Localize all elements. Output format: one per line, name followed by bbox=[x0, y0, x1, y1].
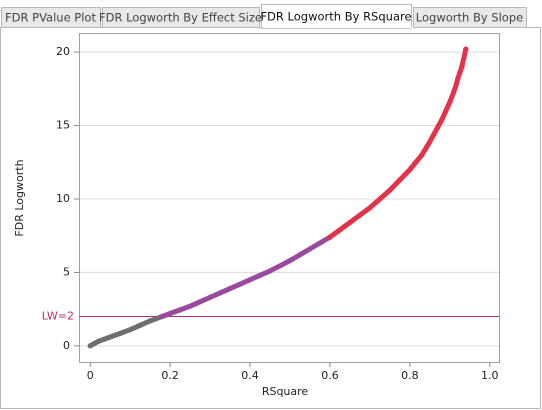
reference-label: LW=2 bbox=[42, 309, 74, 322]
tab-label: FDR Logworth By Effect Size bbox=[99, 11, 262, 25]
point bbox=[247, 277, 253, 283]
x-tick-label: 0.4 bbox=[241, 369, 259, 382]
point bbox=[101, 336, 107, 342]
point bbox=[463, 46, 469, 52]
point bbox=[423, 145, 429, 151]
point bbox=[453, 83, 459, 89]
point bbox=[277, 263, 283, 269]
tab[interactable]: FDR Logworth By Effect Size bbox=[99, 7, 262, 28]
y-tick-label: 20 bbox=[56, 45, 70, 58]
point bbox=[177, 307, 183, 313]
point bbox=[367, 205, 373, 211]
point bbox=[237, 281, 243, 287]
point bbox=[153, 316, 159, 322]
point bbox=[137, 322, 143, 328]
x-tick-label: 0 bbox=[87, 369, 94, 382]
point bbox=[387, 187, 393, 193]
y-tick-label: 5 bbox=[63, 265, 70, 278]
y-tick-label: 15 bbox=[56, 119, 70, 132]
tab[interactable]: Logworth By Slope bbox=[413, 7, 527, 28]
point bbox=[439, 117, 445, 123]
point bbox=[413, 159, 419, 165]
point bbox=[377, 196, 383, 202]
plot-frame bbox=[79, 33, 500, 363]
point bbox=[287, 258, 293, 264]
point bbox=[443, 108, 449, 114]
point bbox=[457, 70, 463, 76]
point bbox=[95, 338, 101, 345]
point bbox=[317, 240, 323, 246]
point bbox=[307, 246, 313, 252]
tab-background bbox=[261, 4, 412, 29]
point bbox=[107, 334, 113, 340]
point bbox=[207, 294, 213, 300]
point bbox=[147, 318, 153, 324]
x-tick-label: 0.2 bbox=[161, 369, 179, 382]
point bbox=[455, 75, 461, 82]
point bbox=[427, 139, 433, 145]
y-axis-label: FDR Logworth bbox=[13, 159, 26, 236]
point bbox=[91, 341, 97, 347]
point bbox=[227, 285, 233, 292]
point bbox=[187, 303, 193, 309]
tab[interactable]: FDR PValue Plot bbox=[1, 7, 101, 28]
point bbox=[347, 219, 353, 226]
point bbox=[451, 89, 457, 95]
point bbox=[419, 152, 425, 158]
y-tick-label: 0 bbox=[63, 339, 70, 352]
point bbox=[127, 327, 133, 333]
point bbox=[435, 124, 441, 130]
point bbox=[459, 64, 465, 70]
point bbox=[257, 272, 263, 278]
tab-background bbox=[1, 7, 101, 28]
tab-background bbox=[102, 7, 260, 28]
point bbox=[337, 227, 343, 233]
point bbox=[397, 177, 403, 183]
x-axis-label: RSquare bbox=[262, 385, 309, 398]
x-tick-label: 0.6 bbox=[321, 369, 339, 382]
point bbox=[447, 99, 453, 105]
point bbox=[297, 252, 303, 258]
point bbox=[407, 166, 413, 173]
tab-label: FDR PValue Plot bbox=[5, 11, 96, 25]
point bbox=[197, 299, 203, 305]
point bbox=[217, 290, 223, 296]
tab-background bbox=[413, 7, 527, 28]
tab[interactable]: FDR Logworth By RSquare bbox=[260, 4, 412, 29]
point bbox=[357, 212, 363, 218]
x-tick-label: 0.8 bbox=[401, 369, 419, 382]
point bbox=[159, 313, 165, 320]
y-tick-label: 10 bbox=[56, 192, 70, 205]
point bbox=[267, 268, 273, 274]
point bbox=[327, 234, 333, 240]
x-tick-label: 1.0 bbox=[481, 369, 499, 382]
point bbox=[167, 310, 173, 317]
point bbox=[87, 343, 93, 349]
tab-label: FDR Logworth By RSquare bbox=[260, 10, 411, 24]
tab-label: Logworth By Slope bbox=[416, 11, 523, 25]
point bbox=[431, 131, 437, 137]
point bbox=[117, 330, 123, 336]
